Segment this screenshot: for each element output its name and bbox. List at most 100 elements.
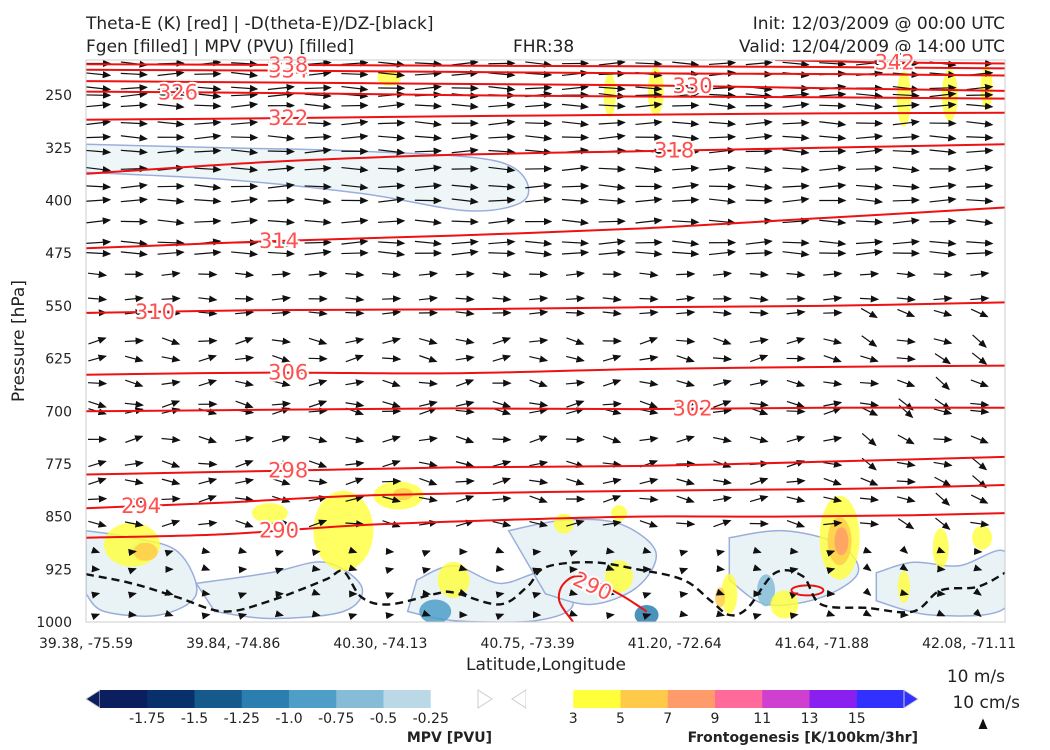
wind-vector [267,147,296,156]
wind-vector [345,495,365,503]
wind-vector [598,217,626,226]
wind-vector [676,295,696,303]
wind-vector [862,587,872,597]
wind-vector [378,239,406,247]
wind-vector [311,564,321,572]
wind-vector [378,250,406,258]
x-tick-label: 41.64, -71.88 [775,636,869,652]
wind-vector [492,459,512,467]
fgen-colorbar-tick: 13 [801,711,819,727]
x-tick-label: 40.75, -73.39 [481,636,575,652]
wind-vector [451,69,479,78]
wind-vector [896,270,916,279]
wind-vector [933,435,953,444]
wind-vector [348,546,358,554]
wind-vector [419,477,438,486]
wind-vector [972,334,987,348]
wind-vector [749,379,769,387]
wind-vector [451,238,479,246]
wind-vector [892,133,920,141]
wind-vector [120,182,148,190]
wind-vector [786,495,806,503]
theta-e-contour [86,63,1005,70]
wind-vector [635,217,663,225]
y-tick-label: 550 [45,299,72,315]
wind-vector [529,520,549,528]
wind-vector [708,60,737,67]
wind-vector [602,435,622,444]
fgen-colorbar-swatch [809,690,858,708]
wind-vector [345,460,365,468]
wind-vector [525,182,553,190]
wind-vector [235,459,254,468]
y-tick-label: 850 [45,510,72,526]
mpv-colorbar-swatch [383,690,432,708]
wind-vector [606,612,615,620]
wind-vector [635,119,663,127]
theta-e-contour [86,484,1005,510]
y-tick-label: 775 [45,457,72,473]
wind-vector [345,354,364,363]
wind-vector [855,183,884,191]
wind-vector [786,379,806,388]
wind-vector [823,435,843,443]
wind-vector [341,60,369,67]
theta-e-contour [790,584,825,597]
wind-vector [672,134,700,142]
wind-vector [933,337,953,345]
wind-vector [124,400,144,408]
wind-vector [929,182,957,190]
wind-vector [414,218,442,226]
wind-vector [782,165,810,173]
wind-vector [231,119,259,127]
wind-vector [749,495,769,503]
wind-vector [378,196,406,204]
wind-vector [672,182,700,190]
wind-vector [378,217,406,225]
wind-vector [341,70,369,78]
wind-vector [235,309,255,317]
wind-vector [602,400,622,408]
wind-vector [642,613,652,620]
wind-vector [421,609,431,617]
wind-vector [455,477,475,485]
wind-vector [455,354,475,362]
wind-vector [455,407,475,416]
wind-vector [598,133,626,141]
wind-vector [88,477,107,485]
wind-vector [973,608,982,618]
fgen-colorbar-tick: 7 [663,711,672,727]
wind-vector [642,592,652,599]
wind-vector [488,238,516,246]
wind-vector [194,85,222,93]
wind-vector [826,609,836,617]
wind-vector [267,182,295,190]
wind-vector [566,519,585,527]
wind-vector [488,166,516,174]
wind-vector [749,270,769,278]
fgen-colorbar-swatch [856,690,905,708]
y-tick-label: 925 [45,562,72,578]
wind-vector [488,133,516,141]
wind-vector [639,295,659,303]
x-axis-label: Latitude,Longitude [466,655,626,675]
wind-vector [201,589,211,597]
fgen-colorbar-cap [903,689,919,709]
wind-vector [966,102,994,110]
wind-vector [752,612,762,620]
wind-vector [786,407,806,415]
wind-vector [124,355,144,363]
wind-vector [304,248,332,257]
x-axis-ticks: 39.38, -75.59 39.84, -74.86 40.30, -74.13 4… [39,636,1016,652]
frontogenesis-blob [715,587,726,608]
wind-vector [529,435,548,443]
theta-e-contour-label: 306 [268,361,308,385]
wind-vector [525,119,553,128]
wind-vector [899,545,909,554]
wind-vector [529,355,549,363]
wind-vector [896,295,916,303]
wind-vector [414,239,442,247]
wind-vector [88,520,107,528]
wind-vector [120,165,148,173]
